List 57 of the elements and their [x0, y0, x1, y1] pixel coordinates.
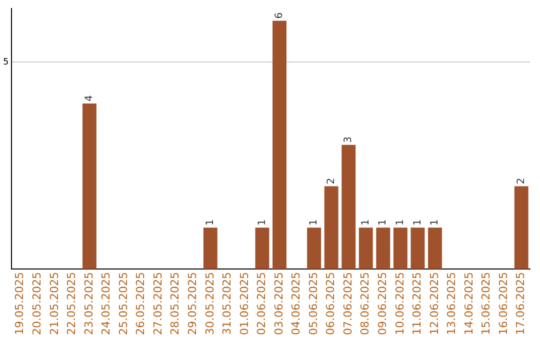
data-label: 4: [84, 95, 96, 102]
x-tick-label: 20.05.2025: [30, 272, 44, 336]
x-tick-label: 15.06.2025: [480, 272, 493, 336]
data-label: 6: [274, 12, 286, 19]
data-label: 1: [256, 219, 268, 226]
bar: [203, 228, 218, 270]
x-tick-label: 17.06.2025: [514, 272, 528, 336]
bar: [342, 144, 356, 270]
x-tick-label: 12.06.2025: [428, 272, 441, 336]
data-label: 1: [204, 219, 216, 226]
x-tick-label: 30.05.2025: [203, 272, 216, 336]
x-tick-label: 22.05.2025: [65, 272, 78, 336]
x-tick-label: 04.06.2025: [290, 272, 303, 336]
y-tick-label: 5: [2, 58, 9, 68]
x-tick-label: 27.05.2025: [151, 272, 164, 336]
x-tick-label: 29.05.2025: [186, 272, 199, 336]
x-tick-label: 23.05.2025: [82, 272, 96, 336]
bar: [255, 228, 270, 270]
x-tick-label: 16.06.2025: [496, 272, 510, 336]
x-tick-label: 10.06.2025: [393, 272, 406, 336]
bar: [307, 228, 322, 270]
x-tick-label: 14.06.2025: [462, 272, 476, 336]
bar: [428, 228, 442, 270]
x-tick-label: 11.06.2025: [410, 272, 424, 336]
x-tick-label: 07.06.2025: [341, 272, 354, 336]
data-label: 2: [326, 178, 337, 184]
x-tick-label: 05.06.2025: [306, 272, 320, 336]
x-tick-label: 24.05.2025: [100, 272, 113, 336]
data-label: 1: [378, 219, 389, 226]
x-tick-label: 19.05.2025: [13, 272, 26, 336]
x-tick-label: 26.05.2025: [134, 272, 148, 336]
bar: [376, 228, 390, 270]
x-tick-label: 13.06.2025: [445, 272, 458, 336]
x-tick-label: 06.06.2025: [324, 272, 338, 336]
x-tick-label: 01.06.2025: [238, 272, 251, 336]
x-tick-label: 28.05.2025: [168, 272, 182, 336]
bar: [324, 186, 338, 270]
x-tick-label: 02.06.2025: [255, 272, 268, 336]
data-label: 1: [412, 219, 424, 226]
bar: [514, 186, 528, 270]
data-label: 1: [360, 219, 372, 226]
bar: [272, 20, 286, 270]
x-tick-label: 25.05.2025: [116, 272, 130, 336]
x-tick-label: 08.06.2025: [358, 272, 372, 336]
data-label: 1: [395, 219, 406, 226]
x-tick-label: 31.05.2025: [220, 272, 234, 336]
x-tick-label: 03.06.2025: [272, 272, 286, 336]
bar: [410, 228, 425, 270]
x-tick-label: 09.06.2025: [376, 272, 390, 336]
data-label: 1: [308, 219, 320, 226]
bar: [82, 104, 96, 270]
bar: [358, 228, 373, 270]
bar: [393, 228, 408, 270]
data-label: 1: [430, 219, 441, 226]
x-tick-label: 21.05.2025: [48, 272, 61, 336]
data-label: 2: [516, 178, 527, 184]
data-label: 3: [343, 136, 354, 143]
